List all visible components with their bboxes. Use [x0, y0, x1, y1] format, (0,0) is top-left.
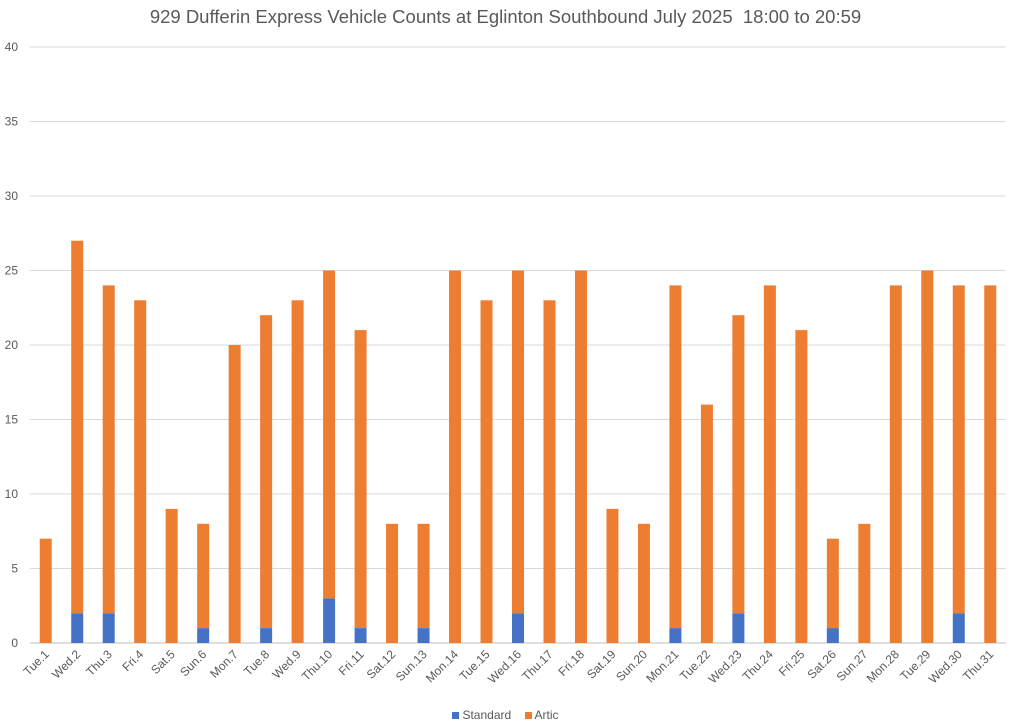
- bar-standard-sun-6: [197, 628, 210, 643]
- x-tick-label: Sat.5: [148, 647, 178, 677]
- bar-artic-fri-11: [354, 330, 367, 629]
- legend-item-artic: Artic: [524, 708, 559, 722]
- y-tick-label: 5: [11, 562, 18, 576]
- bars: [39, 240, 997, 643]
- y-tick-label: 15: [5, 413, 19, 427]
- legend-swatch-standard: [452, 712, 460, 719]
- x-tick-label: Wed.9: [269, 647, 304, 682]
- bar-standard-wed-23: [732, 613, 745, 643]
- legend-label-artic: Artic: [534, 708, 559, 722]
- bar-artic-sat-26: [826, 538, 839, 629]
- bar-standard-tue-8: [260, 628, 273, 643]
- legend-swatch-artic: [524, 712, 532, 719]
- bar-artic-mon-21: [669, 285, 682, 629]
- y-tick-label: 0: [11, 636, 18, 650]
- bar-standard-wed-16: [512, 613, 524, 643]
- bar-artic-mon-28: [889, 285, 902, 643]
- x-tick-label: Sun.27: [834, 647, 871, 684]
- bar-artic-sun-27: [858, 523, 871, 643]
- bar-artic-thu-10: [323, 270, 336, 599]
- bar-standard-thu-10: [323, 598, 336, 643]
- y-tick-label: 25: [5, 264, 19, 278]
- x-tick-label: Sat.26: [805, 647, 840, 682]
- y-tick-label: 40: [5, 40, 19, 54]
- x-tick-label: Tue.1: [21, 647, 53, 679]
- y-tick-label: 20: [5, 338, 19, 352]
- x-tick-label: Thu.31: [960, 647, 997, 684]
- x-tick-label: Fri.11: [336, 647, 367, 678]
- bar-standard-wed-30: [952, 613, 965, 643]
- x-tick-label: Mon.7: [207, 647, 241, 681]
- x-tick-label: Wed.23: [706, 647, 745, 686]
- x-tick-label: Fri.4: [119, 647, 146, 674]
- bar-standard-sun-13: [417, 628, 430, 643]
- bar-artic-sun-6: [197, 523, 210, 629]
- x-tick-label: Wed.30: [926, 647, 965, 686]
- x-tick-label: Thu.3: [83, 647, 115, 679]
- bar-standard-mon-21: [669, 628, 682, 643]
- x-tick-label: Fri.25: [776, 647, 808, 679]
- bar-artic-fri-25: [795, 330, 808, 643]
- x-tick-label: Sat.19: [584, 647, 619, 682]
- bar-artic-sat-19: [606, 508, 619, 643]
- bar-artic-sun-13: [417, 523, 430, 629]
- x-tick-label: Wed.2: [49, 647, 84, 682]
- x-tick-label: Tue.8: [241, 647, 273, 679]
- bar-artic-thu-24: [763, 285, 776, 643]
- x-tick-label: Sun.20: [613, 647, 650, 684]
- y-axis-ticks: 0 5 10 15 20 25 30 35 40: [5, 40, 19, 650]
- bar-artic-tue-22: [700, 404, 713, 643]
- bar-artic-thu-17: [543, 300, 556, 643]
- bar-artic-mon-14: [449, 270, 462, 643]
- bar-standard-fri-11: [354, 628, 367, 643]
- bar-artic-fri-18: [574, 270, 587, 643]
- bar-artic-tue-1: [39, 538, 52, 643]
- bar-artic-wed-2: [71, 240, 84, 614]
- bar-artic-thu-31: [984, 285, 997, 643]
- bar-artic-tue-15: [480, 300, 493, 643]
- x-tick-label: Wed.16: [485, 647, 524, 686]
- bar-artic-wed-9: [291, 300, 304, 643]
- bar-artic-sun-20: [637, 523, 650, 643]
- bar-standard-sat-26: [826, 628, 839, 643]
- bar-standard-thu-3: [102, 613, 115, 643]
- bar-artic-wed-23: [732, 315, 745, 614]
- x-tick-label: Mon.28: [864, 647, 902, 685]
- x-tick-label: Mon.21: [643, 647, 681, 685]
- legend: Standard Artic: [0, 708, 1011, 722]
- bar-artic-fri-4: [134, 300, 147, 643]
- legend-item-standard: Standard: [452, 708, 511, 722]
- bar-artic-sat-12: [386, 523, 399, 643]
- bar-artic-mon-7: [228, 345, 241, 643]
- bar-artic-tue-29: [921, 270, 934, 643]
- x-tick-label: Sun.6: [177, 647, 209, 679]
- bar-standard-wed-2: [71, 613, 84, 643]
- bar-artic-tue-8: [260, 315, 273, 629]
- bar-artic-thu-3: [102, 285, 115, 614]
- legend-label-standard: Standard: [462, 708, 512, 722]
- bar-artic-sat-5: [165, 508, 178, 643]
- x-tick-label: Thu.10: [299, 647, 336, 684]
- y-tick-label: 10: [5, 487, 19, 501]
- x-tick-label: Mon.14: [423, 647, 461, 685]
- bar-artic-wed-16: [512, 270, 524, 614]
- chart-title: 929 Dufferin Express Vehicle Counts at E…: [149, 6, 862, 27]
- y-tick-label: 30: [5, 189, 19, 203]
- x-tick-label: Fri.18: [555, 647, 587, 679]
- x-tick-label: Thu.24: [740, 647, 777, 684]
- bar-artic-wed-30: [952, 285, 965, 614]
- y-tick-label: 35: [5, 115, 19, 129]
- x-tick-label: Thu.17: [519, 647, 556, 684]
- x-tick-label: Sun.13: [393, 647, 430, 684]
- x-tick-label: Sat.12: [364, 647, 399, 682]
